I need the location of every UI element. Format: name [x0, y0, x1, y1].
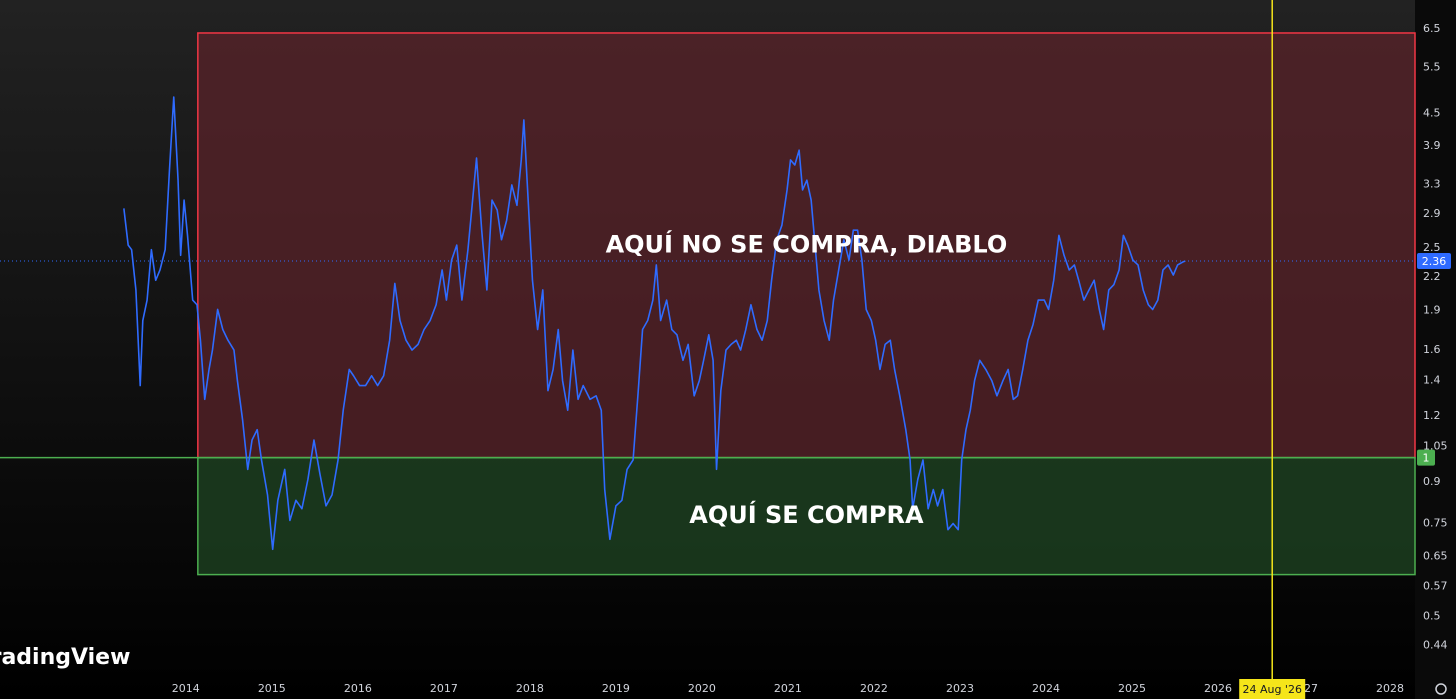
price-line — [123, 96, 1186, 551]
y-tick-label: 1.05 — [1423, 439, 1448, 452]
x-tick-label: 2014 — [172, 682, 200, 695]
x-tick-label: 2023 — [946, 682, 974, 695]
y-tick-label: 3.3 — [1423, 177, 1441, 190]
x-tick-label: 2019 — [602, 682, 630, 695]
level-badge — [1417, 449, 1435, 466]
x-tick-label: 2020 — [688, 682, 716, 695]
y-tick-label: 0.9 — [1423, 475, 1441, 488]
y-tick-label: 1.6 — [1423, 343, 1441, 356]
watermark: TradingView — [0, 645, 130, 670]
level-label: 1 — [1423, 452, 1430, 465]
last-price-badge — [1417, 253, 1451, 270]
price-axis — [1415, 0, 1456, 699]
x-tick-label: 2026 — [1204, 682, 1232, 695]
y-tick-label: 3.9 — [1423, 139, 1441, 152]
y-tick-label: 0.44 — [1423, 639, 1448, 652]
y-tick-label: 0.75 — [1423, 517, 1448, 530]
x-tick-label: 2021 — [774, 682, 802, 695]
x-tick-label: 2028 — [1376, 682, 1404, 695]
x-tick-label: 2017 — [430, 682, 458, 695]
y-tick-label: 2.2 — [1423, 270, 1441, 283]
x-tick-label: 2018 — [516, 682, 544, 695]
y-tick-label: 5.5 — [1423, 60, 1441, 73]
zone — [197, 456, 1416, 576]
y-tick-label: 2.5 — [1423, 241, 1441, 254]
y-tick-label: 2.9 — [1423, 207, 1441, 220]
crosshair-badge — [1239, 679, 1306, 699]
x-tick-label: 2015 — [258, 682, 286, 695]
x-tick-label: 2022 — [860, 682, 888, 695]
crosshair-label: 24 Aug '26 — [1242, 683, 1302, 696]
y-tick-label: 1.4 — [1423, 374, 1441, 387]
last-price-label: 2.36 — [1422, 255, 1447, 268]
x-tick-label: 2016 — [344, 682, 372, 695]
settings-icon — [1435, 683, 1447, 695]
zone — [197, 32, 1416, 459]
zone-label: AQUÍ SE COMPRA — [689, 500, 924, 529]
y-tick-label: 1.2 — [1423, 409, 1441, 422]
x-tick-label: 2025 — [1118, 682, 1146, 695]
y-tick-label: 0.57 — [1423, 579, 1448, 592]
y-tick-label: 0.65 — [1423, 549, 1448, 562]
zone-label: AQUÍ NO SE COMPRA, DIABLO — [606, 229, 1008, 258]
y-tick-label: 1.9 — [1423, 304, 1441, 317]
y-tick-label: 6.5 — [1423, 22, 1441, 35]
x-tick-label: 2024 — [1032, 682, 1060, 695]
y-tick-label: 4.5 — [1423, 106, 1441, 119]
y-tick-label: 0.5 — [1423, 609, 1441, 622]
